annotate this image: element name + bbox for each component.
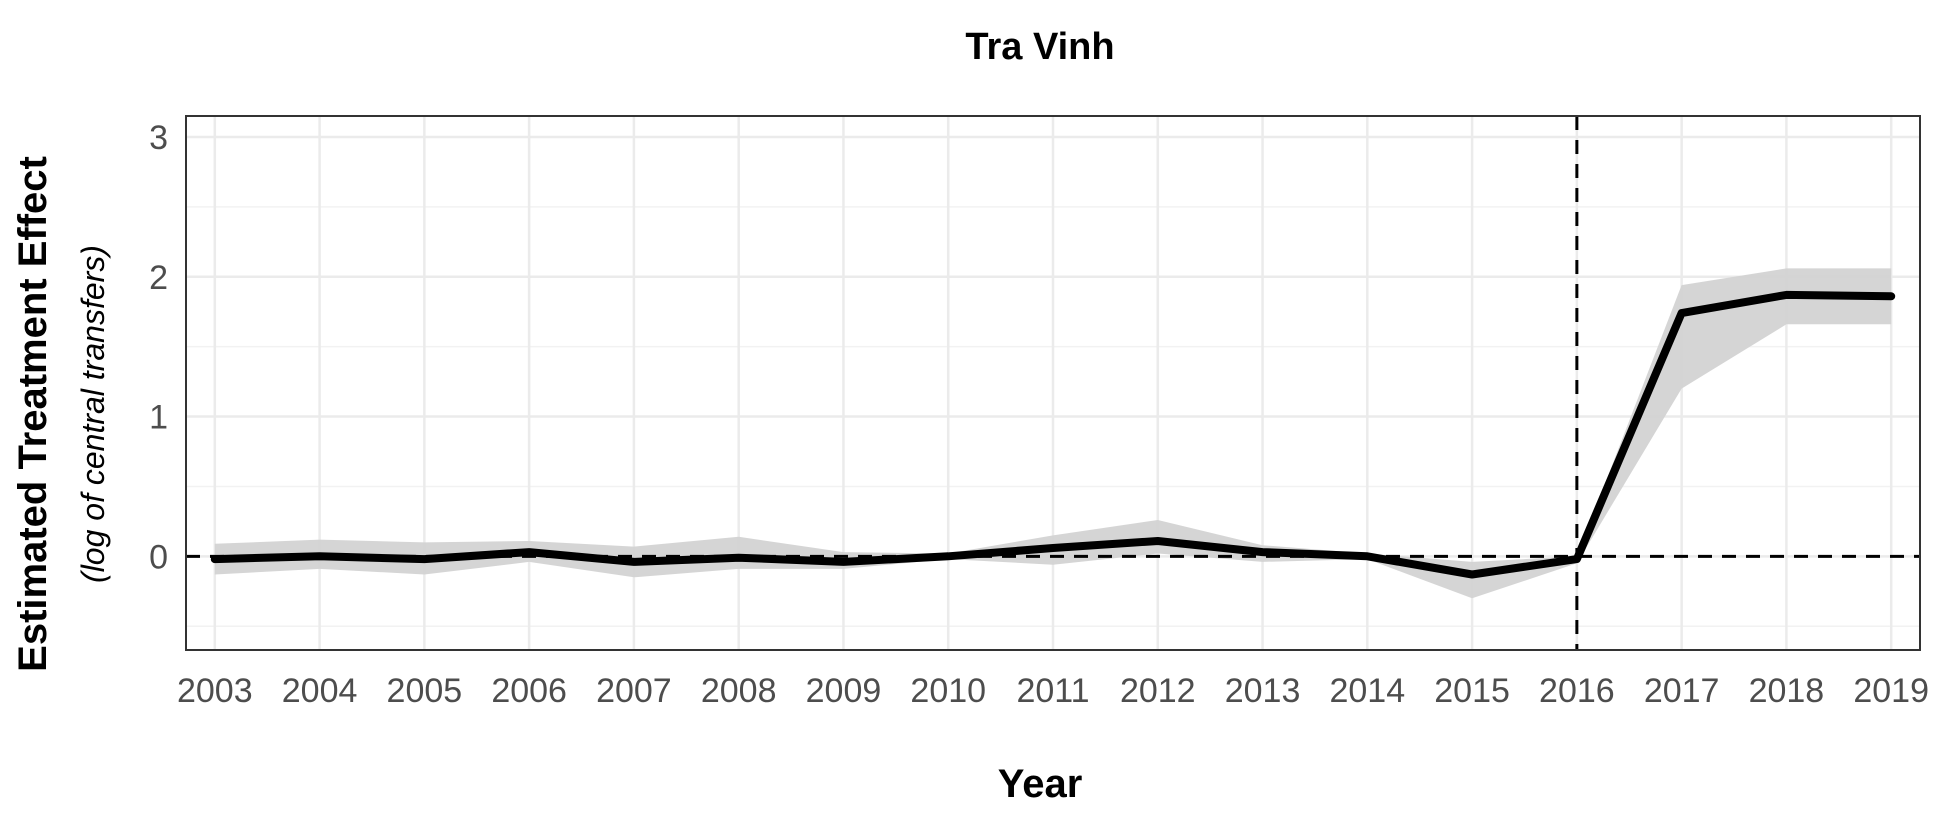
x-tick-label: 2018 (1749, 672, 1825, 710)
x-tick-label: 2006 (491, 672, 567, 710)
x-tick-label: 2019 (1853, 672, 1929, 710)
x-tick-label: 2007 (596, 672, 672, 710)
panel-border (185, 115, 1921, 651)
chart-title: Tra Vinh (965, 26, 1114, 68)
y-tick-label: 3 (149, 119, 168, 157)
x-tick-label: 2010 (910, 672, 986, 710)
ci-band (214, 268, 1892, 599)
x-tick-label: 2014 (1329, 672, 1405, 710)
x-tick-label: 2017 (1644, 672, 1720, 710)
x-tick-label: 2011 (1016, 672, 1089, 710)
x-tick-label: 2008 (701, 672, 777, 710)
x-tick-label: 2012 (1120, 672, 1196, 710)
x-axis-title: Year (998, 762, 1083, 806)
y-tick-label: 1 (149, 399, 168, 437)
y-axis-title: Estimated Treatment Effect (11, 156, 55, 672)
x-tick-label: 2004 (282, 672, 358, 710)
x-tick-label: 2005 (387, 672, 463, 710)
x-tick-labels: 2003 2004 2005 2006 2007 2008 2009 2010 2011 2012… (177, 672, 1929, 710)
estimate-line (210, 290, 1896, 579)
x-tick-label: 2009 (806, 672, 882, 710)
series-line (210, 290, 1896, 579)
y-tick-label: 0 (149, 538, 168, 576)
x-tick-label: 2015 (1434, 672, 1510, 710)
y-axis-subtitle: (log of central transfers) (75, 245, 111, 583)
x-tick-label: 2003 (177, 672, 253, 710)
x-tick-label: 2016 (1539, 672, 1615, 710)
x-tick-label: 2013 (1225, 672, 1301, 710)
confidence-band (214, 268, 1892, 599)
y-tick-label: 2 (149, 259, 168, 297)
y-tick-labels: 0 1 2 3 (149, 119, 168, 576)
